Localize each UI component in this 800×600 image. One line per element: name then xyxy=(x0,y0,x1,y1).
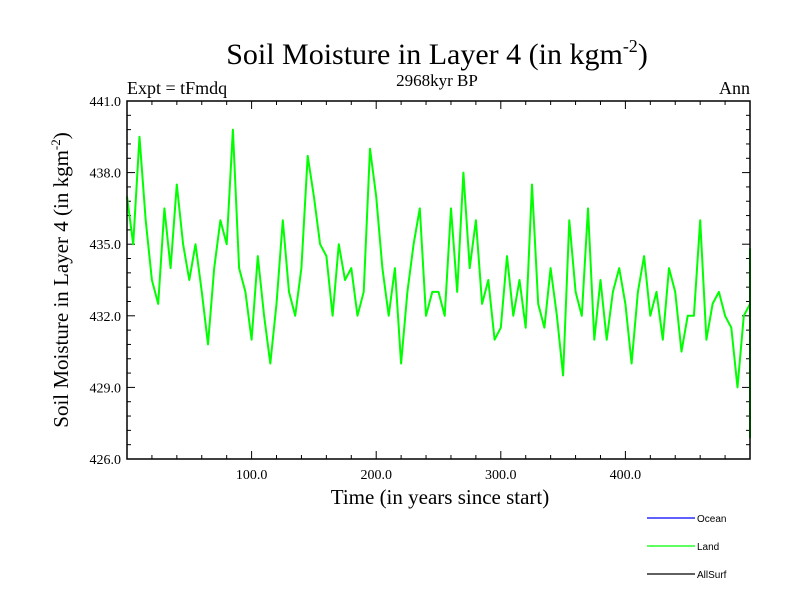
x-tick-label: 400.0 xyxy=(610,468,642,483)
chart-title-superscript: -2 xyxy=(623,36,638,56)
x-tick-label: 200.0 xyxy=(360,468,392,483)
chart-title-main: Soil Moisture in Layer 4 (in kgm xyxy=(226,38,623,71)
legend-label-land: Land xyxy=(697,542,719,553)
y-axis-label: Soil Moisture in Layer 4 (in kgm-2) xyxy=(48,132,73,427)
y-tick-label: 438.0 xyxy=(90,167,122,182)
y-axis-label-main: Soil Moisture in Layer 4 (in kgm xyxy=(49,150,73,428)
chart-subtitle: 2968kyr BP xyxy=(396,71,478,90)
x-tick-label: 300.0 xyxy=(485,468,517,483)
legend-label-allsurf: AllSurf xyxy=(697,570,727,581)
x-axis-label: Time (in years since start) xyxy=(331,485,550,509)
y-tick-label: 426.0 xyxy=(90,453,122,468)
experiment-label: Expt = tFmdq xyxy=(127,78,227,98)
season-label: Ann xyxy=(719,78,750,98)
series-line-land xyxy=(126,128,751,439)
chart-title-close: ) xyxy=(638,38,648,71)
y-tick-label: 429.0 xyxy=(90,381,122,396)
plot-frame xyxy=(126,100,751,460)
y-axis-label-superscript: -2 xyxy=(48,139,63,150)
y-ticks: 426.0 429.0 432.0 435.0 438.0 441.0 xyxy=(90,95,750,468)
y-tick-label: 432.0 xyxy=(90,310,122,325)
legend-label-ocean: Ocean xyxy=(697,514,726,525)
x-tick-label: 100.0 xyxy=(236,468,268,483)
chart-title: Soil Moisture in Layer 4 (in kgm-2) xyxy=(226,36,648,71)
y-axis-label-close: ) xyxy=(49,132,73,139)
legend: Ocean Land AllSurf xyxy=(647,514,727,581)
y-tick-label: 441.0 xyxy=(90,95,122,110)
y-tick-label: 435.0 xyxy=(90,238,122,253)
